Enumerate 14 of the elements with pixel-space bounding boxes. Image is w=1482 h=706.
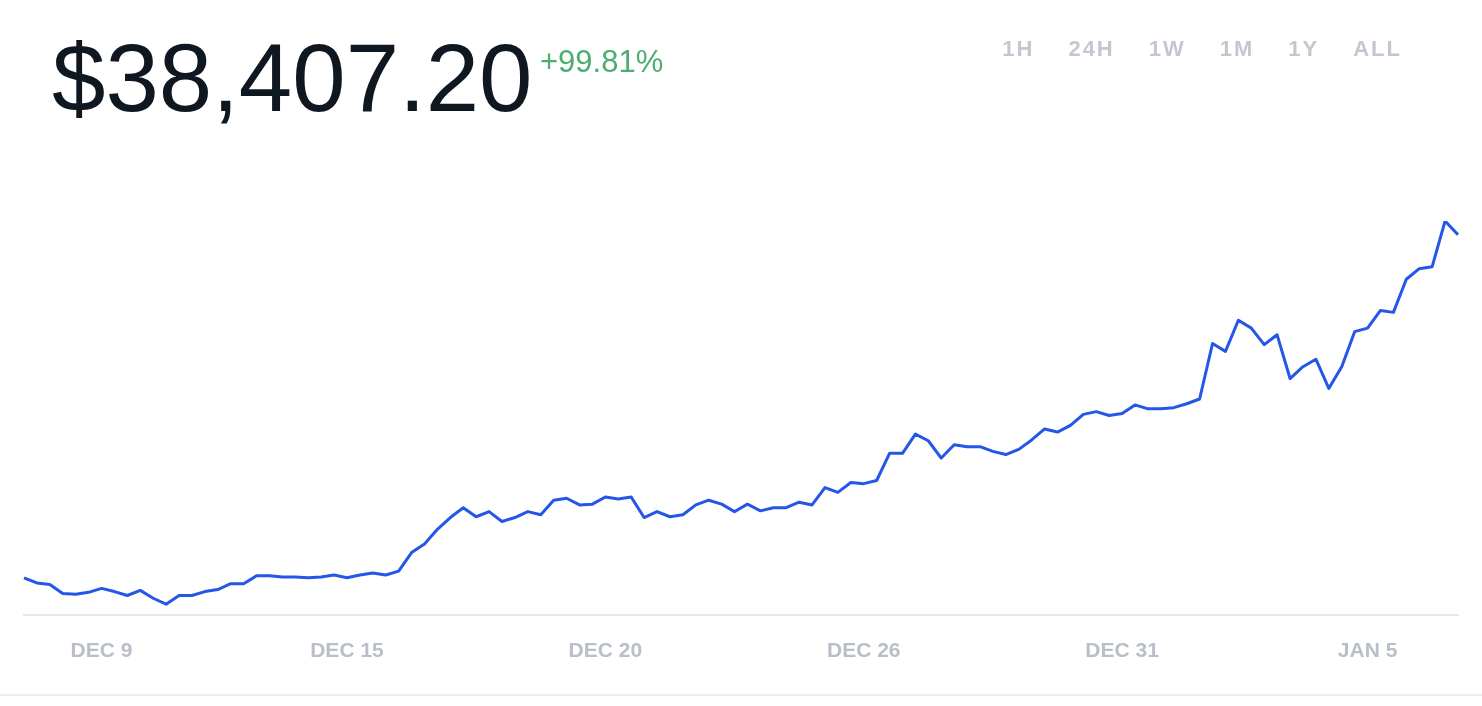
x-tick-label: DEC 20 [568,638,643,662]
text: 1W [1148,36,1186,62]
text: 1Y [1288,36,1320,62]
x-tick-label: JAN 5 [1337,638,1398,662]
text: 1M [1219,36,1255,62]
x-tick-label: DEC 15 [310,638,385,662]
x-tick-label: DEC 26 [826,638,901,662]
x-tick-label: DEC 31 [1085,638,1160,662]
chart-title: $38,407.20 [52,24,533,131]
chart-subtitle: +99.81% [540,44,664,80]
text: ALL [1353,36,1402,62]
x-tick-label: DEC 9 [70,638,133,662]
text: 1H [1002,36,1035,62]
text: 24H [1068,36,1115,62]
